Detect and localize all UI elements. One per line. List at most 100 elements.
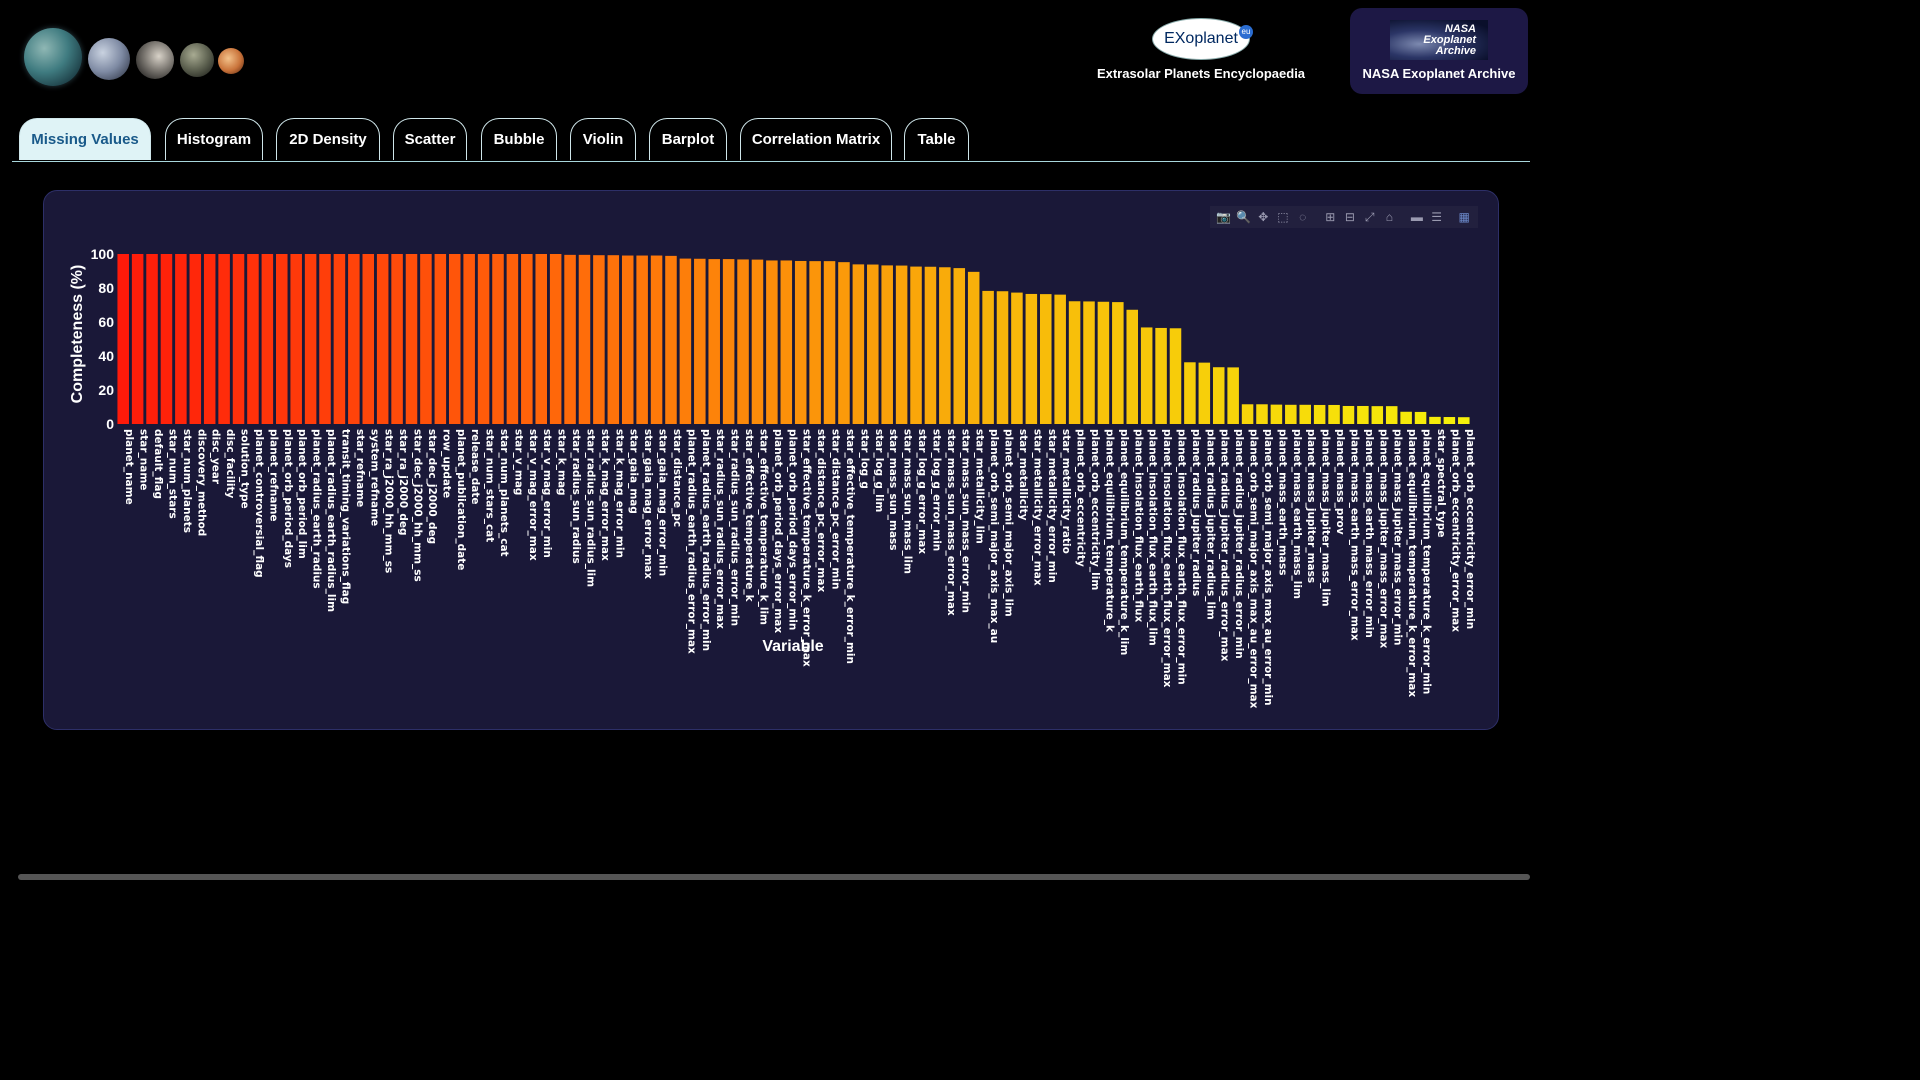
bar-planet_mass_earth_mass_lim[interactable] [1285,404,1297,424]
box-select-icon[interactable]: ⬚ [1277,210,1289,224]
bar-planet_radius_earth_radius_error_min[interactable] [694,258,706,424]
bar-star_ra_j2000_deg[interactable] [391,254,403,424]
tab-histogram[interactable]: Histogram [165,118,263,160]
bar-planet_orb_period_days[interactable] [276,254,288,424]
bar-planet_mass_earth_mass_error_max[interactable] [1342,405,1355,424]
bar-planet_equilibrium_temperature_k_lim[interactable] [1112,302,1124,424]
bar-star_mass_sun_mass[interactable] [881,265,893,424]
bar-planet_name[interactable] [117,254,129,424]
bar-disc_facility[interactable] [218,254,230,424]
bar-star_log_g_error_max[interactable] [910,266,922,424]
bar-solution_type[interactable] [232,254,245,424]
bar-star_dec_j2000_hh_mm_ss[interactable] [405,254,418,424]
bar-row_update[interactable] [434,254,447,424]
bar-star_k_mag_error_min[interactable] [607,255,620,424]
bar-planet_orb_semi_major_axis_max_au[interactable] [982,290,994,424]
nasa-archive-link[interactable]: NASA Exoplanet Archive NASA Exoplanet Ar… [1350,8,1528,94]
bar-star_ra_j2000_hh_mm_ss[interactable] [376,254,389,424]
bar-star_metallicity_error_max[interactable] [1025,293,1038,424]
bar-star_num_stars[interactable] [160,254,173,424]
bar-star_distance_pc_error_min[interactable] [823,261,836,424]
bar-star_effective_temperature_k_error_max[interactable] [794,260,807,424]
bar-planet_mass_earth_mass_error_min[interactable] [1357,405,1369,424]
bar-planet_orb_semi_major_axis_max_au_error_min[interactable] [1256,404,1268,424]
bar-planet_radius_jupiter_radius_lim[interactable] [1198,362,1211,424]
tab-barplot[interactable]: Barplot [649,118,727,160]
plotly-logo-icon[interactable]: ▦ [1458,210,1470,224]
bar-star_k_mag[interactable] [549,254,562,424]
bar-planet_orb_eccentricity_error_max[interactable] [1443,417,1456,424]
tab-scatter[interactable]: Scatter [393,118,467,160]
bar-planet_orb_period_days_error_max[interactable] [766,260,778,424]
bar-planet_radius_jupiter_radius_error_max[interactable] [1212,367,1225,424]
bar-star_name[interactable] [131,254,144,424]
tab-missing-values[interactable]: Missing Values [19,118,151,160]
bar-star_effective_temperature_k_lim[interactable] [751,259,764,424]
bar-star_dec_j2000_deg[interactable] [420,254,432,424]
zoom-out-icon[interactable]: ⊟ [1344,210,1355,224]
bar-discovery_method[interactable] [189,254,202,424]
bar-planet_orb_eccentricity_lim[interactable] [1083,301,1095,424]
bar-transit_timing_variations_flag[interactable] [333,254,346,424]
bar-planet_mass_prov[interactable] [1328,404,1340,424]
bar-star_refname[interactable] [348,254,360,424]
bar-system_refname[interactable] [362,254,375,424]
bar-release_date[interactable] [463,254,475,424]
bar-planet_radius_earth_radius_lim[interactable] [319,254,331,424]
spike-icon[interactable]: ▬ [1410,210,1423,224]
bar-star_metallicity_lim[interactable] [967,271,980,424]
bar-planet_radius_jupiter_radius[interactable] [1184,362,1196,424]
bar-planet_orb_eccentricity[interactable] [1068,301,1081,424]
bar-star_effective_temperature_k_error_min[interactable] [838,262,850,424]
tab-table[interactable]: Table [904,118,969,160]
bar-planet_orb_semi_major_axis_lim[interactable] [996,291,1009,424]
tab-correlation-matrix[interactable]: Correlation Matrix [740,118,892,160]
bar-star_metallicity[interactable] [1011,292,1023,424]
bar-star_mass_sun_mass_lim[interactable] [895,265,908,424]
bar-planet_equilibrium_temperature_k_error_min[interactable] [1414,411,1427,424]
bar-star_radius_sun_radius_lim[interactable] [578,254,591,424]
bar-star_num_stars_cat[interactable] [477,254,490,424]
bar-planet_mass_jupiter_mass_error_min[interactable] [1385,406,1398,424]
bar-planet_mass_jupiter_mass_error_max[interactable] [1371,406,1384,424]
bar-star_gaia_mag[interactable] [621,255,634,424]
bar-star_radius_sun_radius_error_max[interactable] [708,259,720,424]
bar-star_radius_sun_radius[interactable] [564,254,576,424]
bar-star_v_mag[interactable] [506,254,519,424]
tab-2d-density[interactable]: 2D Density [276,118,380,160]
zoom-in-icon[interactable]: ⊞ [1325,210,1336,224]
bar-planet_publication_date[interactable] [448,254,461,424]
bar-star_v_mag_error_max[interactable] [521,254,533,424]
bar-star_log_g_error_min[interactable] [924,266,937,424]
compare-icon[interactable]: ☰ [1431,210,1443,224]
bar-planet_insolation_flux_earth_flux[interactable] [1126,309,1139,424]
bar-default_flag[interactable] [146,254,158,424]
bar-star_num_planets[interactable] [175,254,187,424]
bar-planet_equilibrium_temperature_k[interactable] [1097,301,1110,424]
bar-star_distance_pc_error_max[interactable] [809,261,821,424]
bar-star_distance_pc[interactable] [665,255,677,424]
bar-star_radius_sun_radius_error_min[interactable] [722,259,735,424]
bar-planet_insolation_flux_earth_flux_lim[interactable] [1140,327,1153,424]
bar-planet_orb_period_days_error_min[interactable] [780,260,793,424]
bar-star_mass_sun_mass_error_min[interactable] [953,268,966,424]
bar-planet_radius_earth_radius[interactable] [304,254,317,424]
bar-planet_orb_semi_major_axis_max_au_error_max[interactable] [1241,404,1254,424]
bar-planet_controversial_flag[interactable] [247,254,259,424]
home-icon[interactable]: ⌂ [1385,210,1393,224]
lasso-icon[interactable]: ◌ [1299,210,1307,224]
bar-star_num_planets_cat[interactable] [492,254,504,424]
camera-icon[interactable]: 📷 [1216,210,1232,224]
bar-planet_equilibrium_temperature_k_error_max[interactable] [1400,411,1412,424]
bar-planet_radius_jupiter_radius_error_min[interactable] [1227,367,1239,424]
pan-icon[interactable]: ✥ [1258,210,1269,224]
bar-planet_insolation_flux_earth_flux_error_min[interactable] [1169,328,1182,424]
bar-star_gaia_mag_error_max[interactable] [636,255,648,424]
zoom-icon[interactable]: 🔍 [1236,210,1252,224]
bar-star_metallicity_error_min[interactable] [1039,294,1052,424]
bar-planet_refname[interactable] [261,254,274,424]
exoplanet-eu-link[interactable]: EXoplanet eu Extrasolar Planets Encyclop… [1088,18,1314,81]
bar-planet_mass_jupiter_mass_lim[interactable] [1313,404,1326,424]
tab-violin[interactable]: Violin [570,118,636,160]
bar-planet_insolation_flux_earth_flux_error_max[interactable] [1155,327,1167,424]
